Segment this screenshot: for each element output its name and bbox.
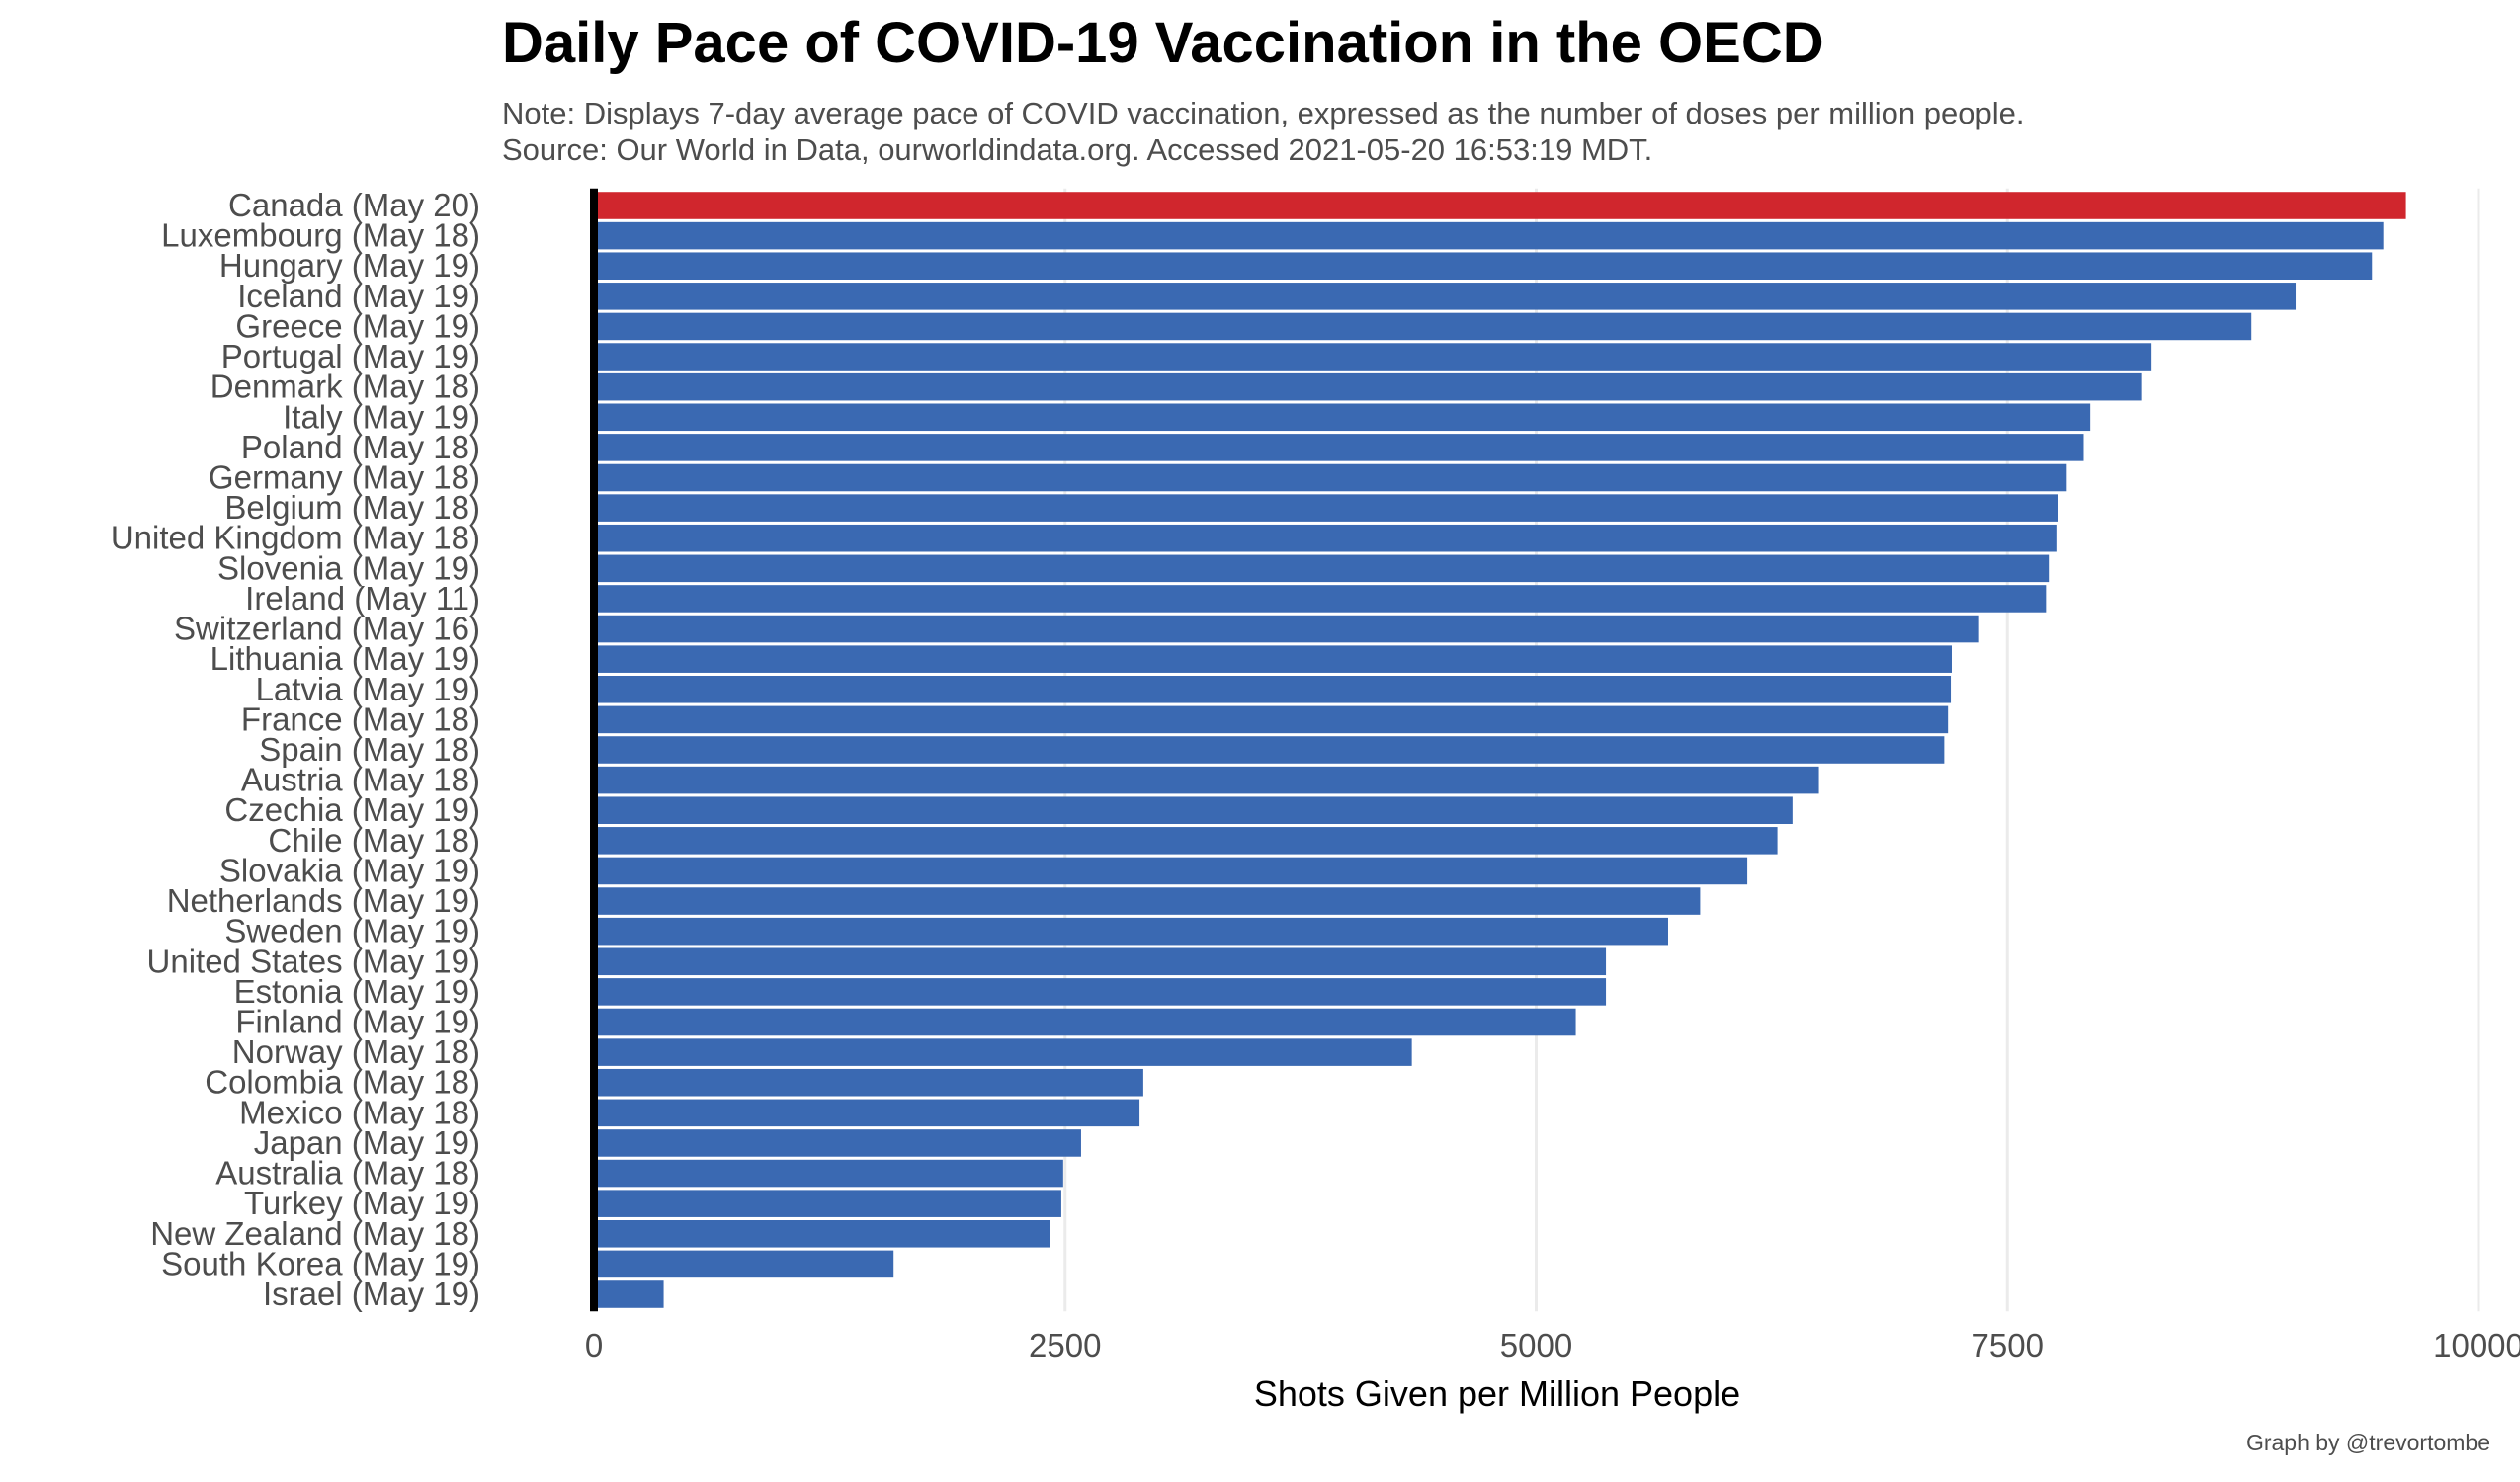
category-label: Greece (May 19) xyxy=(235,307,480,344)
category-label: Colombia (May 18) xyxy=(205,1064,480,1101)
category-label: United States (May 19) xyxy=(147,943,480,979)
bar xyxy=(594,312,2252,341)
bar xyxy=(594,372,2142,401)
bar xyxy=(594,1159,1063,1188)
bar xyxy=(594,221,2384,250)
category-label: Norway (May 18) xyxy=(232,1033,480,1070)
bar xyxy=(594,1250,894,1278)
bar xyxy=(594,705,1949,734)
bar xyxy=(594,736,1945,764)
bar xyxy=(594,554,2050,583)
bar xyxy=(594,252,2373,280)
bar xyxy=(594,1099,1140,1127)
category-label: Finland (May 19) xyxy=(235,1004,480,1040)
category-label: Israel (May 19) xyxy=(263,1276,480,1312)
bar xyxy=(594,978,1607,1006)
category-label: Lithuania (May 19) xyxy=(210,640,480,677)
category-label: Slovenia (May 19) xyxy=(217,549,480,586)
bar xyxy=(594,1068,1143,1097)
category-label: Hungary (May 19) xyxy=(219,247,480,284)
bar xyxy=(594,827,1778,855)
category-label: Austria (May 18) xyxy=(241,762,480,798)
category-label: New Zealand (May 18) xyxy=(150,1215,480,1252)
category-label: Japan (May 19) xyxy=(254,1124,480,1161)
bars xyxy=(590,188,2406,1312)
chart-caption: Graph by @trevortombe xyxy=(2245,1430,2490,1455)
x-tick-labels: 0 2500 5000 7500 10000 xyxy=(585,1327,2520,1363)
category-label: Turkey (May 19) xyxy=(244,1185,480,1221)
bar xyxy=(594,434,2084,461)
bar xyxy=(594,1038,1412,1066)
bar xyxy=(594,1280,664,1308)
subtitle-source: Source: Our World in Data, ourworldindat… xyxy=(502,132,1653,167)
category-label: South Korea (May 19) xyxy=(161,1245,480,1281)
category-labels: Canada (May 20)Luxembourg (May 18)Hungar… xyxy=(111,187,480,1312)
category-label: Luxembourg (May 18) xyxy=(161,217,480,254)
x-tick-label: 2500 xyxy=(1029,1327,1101,1363)
bar xyxy=(594,494,2058,522)
category-label: Czechia (May 19) xyxy=(224,791,480,828)
bar xyxy=(594,766,1819,794)
bar xyxy=(594,1190,1061,1217)
category-label: Australia (May 18) xyxy=(215,1155,480,1192)
subtitle-note: Note: Displays 7-day average pace of COV… xyxy=(502,96,2025,130)
category-label: Netherlands (May 19) xyxy=(167,882,480,919)
category-label: Canada (May 20) xyxy=(228,187,480,223)
category-label: Iceland (May 19) xyxy=(237,278,480,314)
category-label: Estonia (May 19) xyxy=(234,973,480,1010)
category-label: Italy (May 19) xyxy=(283,398,480,435)
category-label: Slovakia (May 19) xyxy=(219,852,480,888)
x-tick-label: 5000 xyxy=(1500,1327,1572,1363)
category-label: Spain (May 18) xyxy=(259,731,480,768)
bar xyxy=(594,1008,1576,1036)
bar xyxy=(594,796,1793,824)
category-label: Poland (May 18) xyxy=(241,429,480,465)
bar xyxy=(594,947,1607,976)
category-label: Latvia (May 19) xyxy=(256,671,480,707)
category-label: Germany (May 18) xyxy=(209,459,480,496)
chart-subtitle: Note: Displays 7-day average pace of COV… xyxy=(502,95,2024,168)
bar xyxy=(594,283,2297,310)
x-tick-label: 0 xyxy=(585,1327,603,1363)
category-label: United Kingdom (May 18) xyxy=(111,520,480,556)
bar xyxy=(594,645,1952,673)
category-label: Chile (May 18) xyxy=(268,822,480,859)
bar xyxy=(594,585,2047,613)
x-tick-label: 7500 xyxy=(1972,1327,2044,1363)
category-label: Mexico (May 18) xyxy=(239,1094,480,1130)
bar xyxy=(594,343,2152,370)
category-label: Denmark (May 18) xyxy=(210,369,480,405)
x-axis-title: Shots Given per Million People xyxy=(1254,1373,1740,1414)
category-label: France (May 18) xyxy=(241,700,480,737)
bar xyxy=(594,676,1952,703)
bar xyxy=(594,857,1748,885)
x-tick-label: 10000 xyxy=(2433,1327,2520,1363)
bar xyxy=(594,1220,1050,1248)
category-label: Ireland (May 11) xyxy=(245,580,480,617)
category-label: Sweden (May 19) xyxy=(224,913,480,949)
category-label: Portugal (May 19) xyxy=(221,338,480,374)
chart-title: Daily Pace of COVID-19 Vaccination in th… xyxy=(502,11,1824,75)
category-label: Switzerland (May 16) xyxy=(174,611,480,647)
bar xyxy=(594,192,2406,219)
category-label: Belgium (May 18) xyxy=(224,489,480,526)
bar xyxy=(594,1129,1081,1157)
bar xyxy=(594,887,1701,915)
bar xyxy=(594,524,2057,552)
bar xyxy=(594,403,2091,432)
bar xyxy=(594,615,1979,643)
bar xyxy=(594,917,1668,946)
bar xyxy=(594,463,2067,492)
